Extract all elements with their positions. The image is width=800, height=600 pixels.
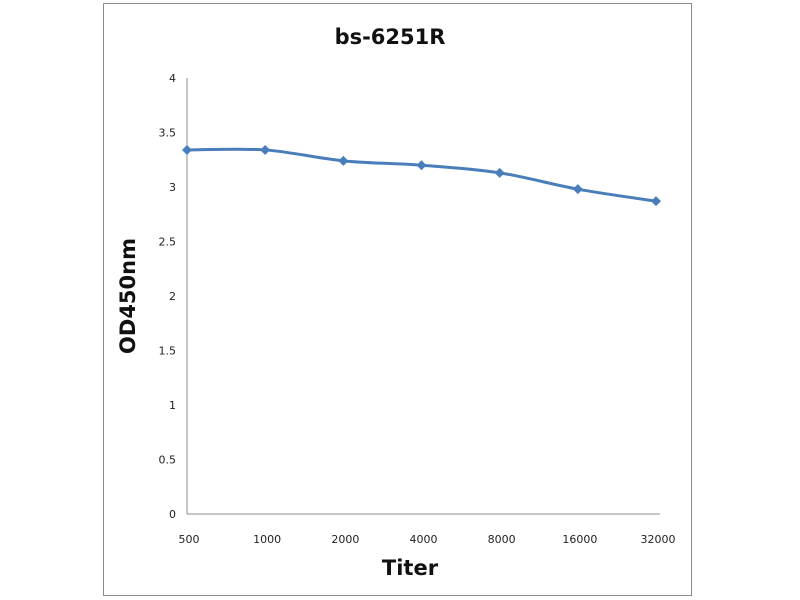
y-tick-label: 2.5 bbox=[159, 236, 177, 249]
y-tick-label: 1 bbox=[169, 399, 176, 412]
y-tick-label: 4 bbox=[169, 72, 176, 85]
data-point-marker bbox=[338, 155, 349, 166]
y-tick-label: 3.5 bbox=[159, 127, 177, 140]
data-point-marker bbox=[260, 144, 271, 155]
y-tick-label: 3 bbox=[169, 181, 176, 194]
data-point-marker bbox=[182, 144, 192, 155]
y-tick-label: 0.5 bbox=[159, 454, 177, 467]
y-tick-label: 2 bbox=[169, 290, 176, 303]
chart-frame bbox=[103, 3, 692, 596]
x-tick-label: 2000 bbox=[331, 533, 359, 546]
data-point-marker bbox=[651, 196, 661, 207]
data-point-marker bbox=[416, 160, 427, 171]
series-line bbox=[186, 147, 657, 203]
y-tick-label: 1.5 bbox=[159, 345, 177, 358]
data-point-marker bbox=[494, 167, 505, 178]
y-axis-label: OD450nm bbox=[116, 238, 140, 354]
x-tick-label: 1000 bbox=[253, 533, 281, 546]
x-tick-label: 4000 bbox=[410, 533, 438, 546]
x-axis-label: Titer bbox=[382, 556, 439, 580]
x-tick-label: 8000 bbox=[488, 533, 516, 546]
x-tick-label: 16000 bbox=[562, 533, 597, 546]
chart-title: bs-6251R bbox=[335, 25, 446, 49]
x-tick-label: 500 bbox=[179, 533, 200, 546]
x-tick-label: 32000 bbox=[641, 533, 676, 546]
y-tick-label: 0 bbox=[169, 508, 176, 521]
data-point-marker bbox=[572, 184, 583, 195]
